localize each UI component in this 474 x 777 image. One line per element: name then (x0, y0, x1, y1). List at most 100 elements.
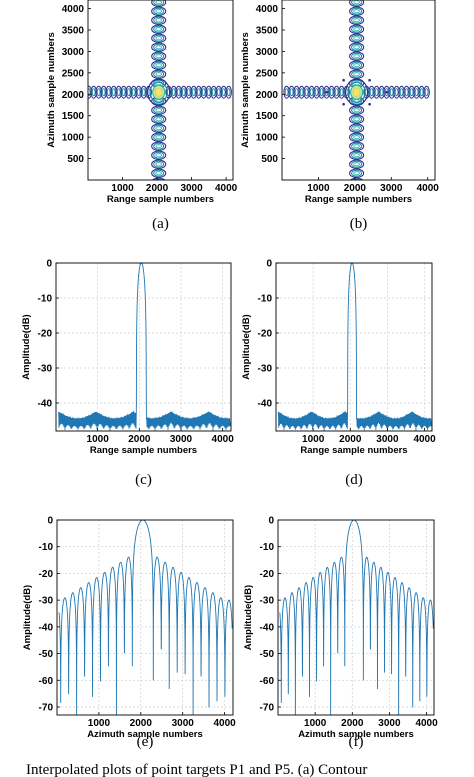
contour-ring (171, 88, 176, 97)
contour-ring (153, 52, 165, 60)
y-tick-label: 2500 (62, 68, 85, 79)
contour-ring (153, 61, 165, 69)
contour-artifact (342, 102, 345, 106)
contour-ring (349, 33, 365, 43)
contour-ring (151, 51, 167, 61)
contour-ring (329, 88, 334, 97)
contour-ring (155, 27, 163, 32)
y-tick-label: -40 (39, 622, 54, 633)
x-tick-label: 3000 (180, 183, 203, 194)
panel-label: (d) (345, 472, 363, 488)
contour-ring (153, 7, 165, 15)
contour-ring (153, 70, 165, 78)
y-tick-label: -60 (260, 676, 275, 687)
contour-ring (155, 18, 163, 23)
contour-ring (349, 42, 365, 52)
chart-panel-c: 1000 2000 3000 4000 0 -10 -20 -30 -40 Range sampl… (21, 259, 234, 489)
chart-panel-a: 1000 2000 3000 4000 500 1000 1500 2000 2500 3000 3… (46, 0, 238, 232)
contour-ring (349, 114, 365, 124)
contour-ring (351, 52, 363, 60)
y-tick-label: 0 (46, 259, 52, 270)
x-axis-title: Range sample numbers (305, 194, 412, 205)
plot-frame (55, 262, 232, 432)
x-axis-title: Azimuth sample numbers (298, 729, 414, 740)
contour-ring (353, 27, 360, 32)
y-tick-label: -30 (260, 596, 275, 607)
contour-ring (419, 88, 424, 97)
contour-ring (155, 171, 163, 176)
contour-artifact (368, 78, 371, 82)
contour-ring (153, 142, 165, 150)
panel-label: (b) (350, 216, 368, 232)
y-tick-label: -10 (258, 294, 273, 305)
x-tick-label: 1000 (88, 718, 111, 729)
contour-ring (151, 69, 167, 79)
contour-ring (299, 88, 304, 97)
contour-ring (151, 150, 167, 160)
y-tick-label: 1000 (62, 133, 85, 144)
contour-ring (155, 108, 163, 113)
panel-label: (e) (137, 734, 154, 750)
contour-ring (353, 18, 360, 23)
contour-ring (349, 24, 365, 34)
contour-ring (153, 43, 165, 51)
y-tick-label: 0 (268, 516, 274, 527)
y-tick-label: 3000 (62, 47, 85, 58)
contour-ring (155, 126, 163, 131)
y-tick-label: -70 (39, 702, 54, 713)
contour-mainlobe (345, 78, 369, 106)
x-tick-label: 1000 (111, 183, 134, 194)
y-tick-label: 3500 (256, 26, 279, 37)
panel-label: (c) (135, 472, 152, 488)
x-tick-label: 4000 (212, 434, 235, 445)
contour-ring (349, 177, 364, 180)
contour-artifact (368, 102, 371, 106)
contour-ring (151, 105, 167, 115)
series-line (58, 262, 231, 432)
contour-ring (151, 6, 167, 16)
contour-ring (151, 42, 167, 52)
contour-ring (155, 135, 163, 140)
contour-ring (131, 88, 136, 97)
contour-ring (349, 51, 365, 61)
contour-ring (191, 88, 196, 97)
contour-ring (349, 69, 365, 79)
contour-ring (351, 124, 363, 132)
contour-ring (349, 123, 365, 133)
y-tick-label: -10 (39, 542, 54, 553)
contour-ring (334, 88, 339, 97)
y-axis-title: Amplitude(dB) (22, 585, 33, 650)
contour-ring (349, 105, 365, 115)
y-axis-title: Amplitude(dB) (243, 585, 254, 650)
contour-ring (141, 88, 146, 97)
contour-ring (351, 61, 363, 69)
contour-ring (424, 88, 429, 97)
contour-ring (151, 168, 167, 178)
contour-ring (351, 0, 363, 6)
contour-ring (353, 72, 360, 77)
contour-ring (353, 162, 360, 167)
x-tick-label: 3000 (170, 434, 193, 445)
x-tick-label: 1000 (307, 183, 330, 194)
x-tick-label: 2000 (341, 718, 364, 729)
y-tick-label: -40 (258, 399, 273, 410)
contour-ring (152, 177, 166, 180)
contour-ring (374, 88, 379, 97)
plot-frame (275, 262, 433, 432)
contour-ring (151, 0, 167, 7)
chart-panel-b: 1000 2000 3000 4000 500 1000 1500 2000 2500 3000 3… (240, 0, 439, 232)
contour-ring (153, 16, 165, 24)
x-tick-label: 4000 (415, 718, 438, 729)
contour-ring (289, 88, 294, 97)
contour-peak (352, 87, 361, 97)
contour-ring (339, 88, 344, 97)
contour-ring (399, 88, 404, 97)
x-axis-title: Azimuth sample numbers (87, 729, 203, 740)
contour-ring (151, 33, 167, 43)
y-tick-label: 1500 (62, 111, 85, 122)
chart-panel-e: 1000 2000 3000 4000 0 -10 -20 -30 -40 -50 -60 -70 Az… (22, 516, 236, 751)
plot-frame (281, 0, 436, 181)
contour-ring (349, 159, 365, 169)
x-tick-label: 2000 (344, 183, 367, 194)
contour-artifact (385, 90, 388, 94)
